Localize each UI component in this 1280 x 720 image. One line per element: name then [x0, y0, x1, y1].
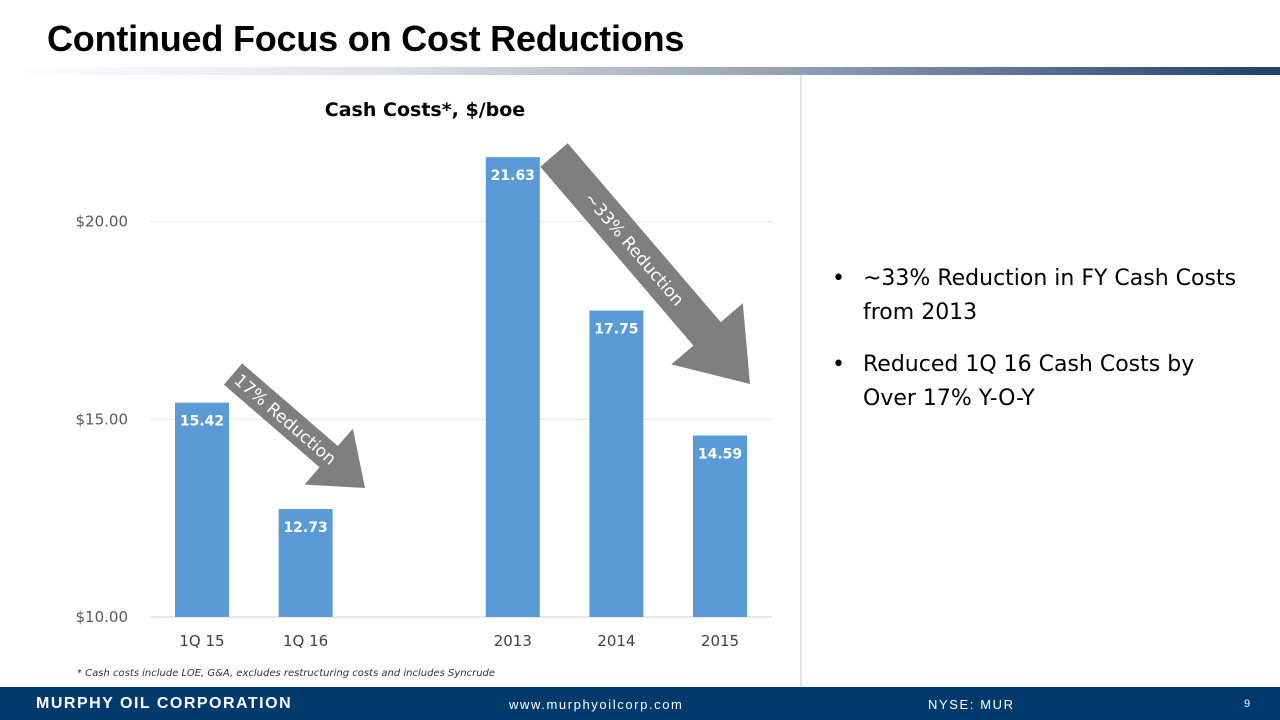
bullet-marker: •: [832, 266, 845, 291]
bar: [589, 310, 644, 617]
vertical-divider: [800, 75, 802, 687]
footer-url: www.murphyoilcorp.com: [509, 697, 684, 712]
footer-ticker: NYSE: MUR: [928, 697, 1015, 712]
y-tick-label: $10.00: [76, 608, 129, 626]
bullet-item: • ~33% Reduction in FY Cash Costs from 2…: [832, 262, 1252, 330]
data-label: 12.73: [283, 520, 327, 536]
gridlines: $10.00 $15.00 $20.00: [76, 213, 772, 626]
reduction-arrow: 17% Reduction: [223, 363, 366, 488]
bullet-marker: •: [832, 352, 845, 377]
bar: [485, 157, 540, 617]
bullet-text: ~33% Reduction in FY Cash Costs from 201…: [863, 266, 1237, 325]
data-label: 17.75: [594, 322, 638, 338]
page-number: 9: [1244, 698, 1251, 710]
arrow-label: 17% Reduction: [230, 371, 340, 470]
y-tick-label: $15.00: [76, 410, 129, 428]
bullet-text: Reduced 1Q 16 Cash Costs by Over 17% Y-O…: [863, 352, 1195, 411]
bar: [693, 435, 747, 617]
bar: [278, 509, 333, 617]
y-tick-label: $20.00: [76, 213, 129, 231]
x-tick-label: 1Q 16: [283, 632, 328, 650]
arrow-shape: [223, 363, 366, 488]
footer-bar: MURPHY OIL CORPORATION www.murphyoilcorp…: [0, 687, 1280, 720]
arrow-shape: [540, 143, 751, 385]
bars: 1Q 15 15.42 1Q 16 12.73 2013 21.63 2014 17.75 20…: [175, 157, 747, 650]
chart-title: Cash Costs*, $/boe: [325, 99, 525, 121]
x-tick-label: 1Q 15: [179, 632, 224, 650]
data-label: 14.59: [698, 447, 742, 463]
arrow-label: ~33% Reduction: [580, 189, 688, 310]
reduction-arrow: ~33% Reduction: [540, 143, 751, 385]
title-rule: [0, 67, 1280, 75]
x-tick-label: 2014: [597, 632, 635, 650]
footnote: * Cash costs include LOE, G&A, excludes …: [77, 668, 496, 679]
data-label: 21.63: [491, 168, 535, 184]
bar: [175, 402, 229, 617]
bullet-list: • ~33% Reduction in FY Cash Costs from 2…: [832, 262, 1252, 434]
data-label: 15.42: [180, 414, 224, 430]
footer-company: MURPHY OIL CORPORATION: [36, 695, 293, 712]
x-tick-label: 2015: [701, 632, 739, 650]
x-tick-label: 2013: [494, 632, 532, 650]
slide-title: Continued Focus on Cost Reductions: [47, 18, 685, 59]
cash-costs-chart: Cash Costs*, $/boe $10.00 $15.00 $20.00 1Q…: [76, 99, 772, 650]
bullet-item: • Reduced 1Q 16 Cash Costs by Over 17% Y…: [832, 348, 1252, 416]
